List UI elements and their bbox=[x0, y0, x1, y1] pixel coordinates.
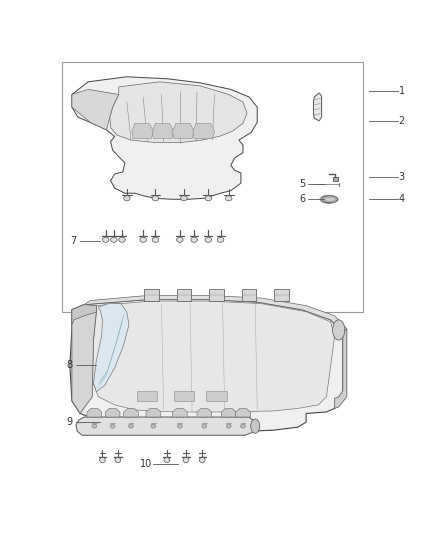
Polygon shape bbox=[335, 329, 347, 408]
Text: 5: 5 bbox=[299, 179, 305, 189]
Text: 7: 7 bbox=[70, 236, 76, 246]
Ellipse shape bbox=[205, 237, 212, 243]
Polygon shape bbox=[92, 301, 335, 412]
Polygon shape bbox=[132, 123, 153, 139]
Ellipse shape bbox=[321, 196, 338, 203]
Ellipse shape bbox=[151, 424, 156, 428]
Ellipse shape bbox=[110, 237, 117, 243]
Polygon shape bbox=[173, 408, 187, 417]
Text: 9: 9 bbox=[66, 417, 72, 427]
Polygon shape bbox=[152, 123, 174, 139]
Polygon shape bbox=[221, 408, 236, 417]
Polygon shape bbox=[72, 305, 96, 414]
Bar bbox=[177, 289, 191, 301]
Polygon shape bbox=[84, 295, 347, 333]
Ellipse shape bbox=[183, 457, 189, 463]
Bar bbox=[242, 289, 256, 301]
Bar bbox=[174, 391, 194, 401]
Text: 4: 4 bbox=[399, 195, 405, 204]
Polygon shape bbox=[173, 123, 194, 139]
Bar bbox=[333, 177, 338, 181]
Text: 6: 6 bbox=[299, 195, 305, 204]
Ellipse shape bbox=[99, 457, 105, 463]
Polygon shape bbox=[105, 408, 120, 417]
Ellipse shape bbox=[226, 424, 231, 428]
Ellipse shape bbox=[119, 237, 125, 243]
Bar bbox=[137, 391, 157, 401]
Polygon shape bbox=[236, 408, 250, 417]
Ellipse shape bbox=[152, 237, 159, 243]
Ellipse shape bbox=[115, 457, 121, 463]
Bar bbox=[144, 289, 159, 301]
Ellipse shape bbox=[152, 196, 159, 201]
Polygon shape bbox=[197, 408, 212, 417]
Polygon shape bbox=[110, 82, 247, 142]
Text: 1: 1 bbox=[399, 86, 405, 96]
Text: 10: 10 bbox=[139, 459, 152, 469]
Ellipse shape bbox=[199, 457, 205, 463]
Polygon shape bbox=[76, 417, 257, 435]
Polygon shape bbox=[314, 93, 321, 121]
Ellipse shape bbox=[191, 237, 198, 243]
Ellipse shape bbox=[102, 237, 109, 243]
Polygon shape bbox=[93, 304, 129, 392]
Bar bbox=[274, 289, 289, 301]
Text: 8: 8 bbox=[66, 360, 72, 370]
Ellipse shape bbox=[124, 196, 130, 201]
Ellipse shape bbox=[332, 320, 345, 340]
Ellipse shape bbox=[217, 237, 224, 243]
Ellipse shape bbox=[177, 424, 182, 428]
Ellipse shape bbox=[140, 237, 146, 243]
Ellipse shape bbox=[240, 424, 245, 428]
Bar bbox=[209, 289, 224, 301]
Polygon shape bbox=[124, 408, 138, 417]
Ellipse shape bbox=[202, 424, 207, 428]
Ellipse shape bbox=[110, 424, 115, 428]
Polygon shape bbox=[193, 123, 215, 139]
Polygon shape bbox=[72, 305, 96, 325]
Polygon shape bbox=[70, 300, 343, 432]
Polygon shape bbox=[87, 408, 102, 417]
Ellipse shape bbox=[164, 457, 170, 463]
Ellipse shape bbox=[180, 196, 187, 201]
Polygon shape bbox=[146, 408, 161, 417]
Bar bbox=[206, 391, 227, 401]
Ellipse shape bbox=[177, 237, 183, 243]
Ellipse shape bbox=[205, 196, 212, 201]
Polygon shape bbox=[72, 90, 119, 130]
Ellipse shape bbox=[226, 196, 232, 201]
Ellipse shape bbox=[128, 424, 134, 428]
Bar bbox=[62, 62, 363, 312]
Ellipse shape bbox=[251, 419, 260, 433]
Text: 3: 3 bbox=[399, 172, 405, 182]
Ellipse shape bbox=[92, 424, 97, 428]
Text: 2: 2 bbox=[399, 116, 405, 126]
Polygon shape bbox=[72, 77, 257, 199]
